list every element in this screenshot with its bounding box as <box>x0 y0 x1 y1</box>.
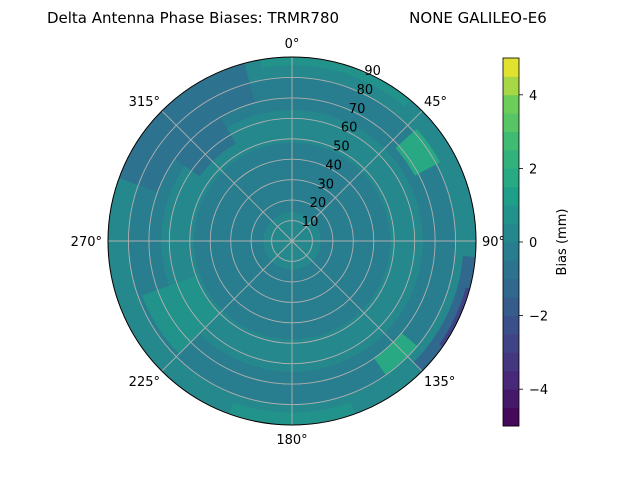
colorbar-bands <box>503 58 519 427</box>
angular-gridline-45 <box>291 110 423 242</box>
radial-tick-label: 80 <box>357 83 374 98</box>
angular-tick-label: 135° <box>424 375 455 390</box>
colorbar-band <box>503 334 519 353</box>
colorbar-band <box>503 315 519 335</box>
radial-tick-label: 90 <box>364 64 381 79</box>
angular-tick-label: 90° <box>482 235 505 250</box>
polar-grid <box>107 56 477 426</box>
radial-tick-label: 30 <box>318 177 335 192</box>
angular-tick-labels: 0° 45° 90° 135° 180° 225° 270° 315° <box>71 37 505 448</box>
colorbar-band <box>503 168 519 188</box>
chart-subtitle: NONE GALILEO-E6 <box>409 9 547 27</box>
colorbar-band <box>503 58 519 77</box>
colorbar-ticks: −4 −2 0 2 4 <box>519 89 548 398</box>
colorbar-band <box>503 260 519 280</box>
colorbar-band <box>503 242 519 261</box>
radial-tick-labels: 10 20 30 40 50 60 70 80 90 <box>302 64 381 230</box>
colorbar-band <box>503 94 519 114</box>
colorbar-band <box>503 407 519 427</box>
contour-region-north-rim-light <box>260 57 411 107</box>
contour-region-ne-green <box>395 128 441 176</box>
colorbar-band <box>503 370 519 390</box>
contour-region-nw-rim <box>119 63 255 193</box>
colorbar-band <box>503 131 519 151</box>
angular-tick-label: 315° <box>129 95 160 110</box>
contour-region-sw-light <box>142 275 220 354</box>
colorbar-tick-label: 4 <box>529 89 537 104</box>
contour-region-nw-patch <box>174 117 236 177</box>
angular-gridline-315 <box>161 110 293 242</box>
angular-tick-label: 0° <box>285 37 300 52</box>
polar-plot: 0° 45° 90° 135° 180° 225° 270° 315° 10 20 30 40 50 6… <box>71 37 505 448</box>
polar-frame <box>107 56 477 426</box>
colorbar-band <box>503 223 519 243</box>
colorbar-band <box>503 186 519 206</box>
radial-tick-label: 60 <box>341 121 358 136</box>
radial-tick-label: 10 <box>302 215 319 230</box>
colorbar-band <box>503 205 519 224</box>
angular-tick-label: 45° <box>424 95 447 110</box>
radial-tick-label: 70 <box>349 102 366 117</box>
colorbar-tick-label: 2 <box>529 162 537 177</box>
colorbar-band <box>503 150 519 169</box>
colorbar: −4 −2 0 2 4 Bias (mm) <box>502 57 570 427</box>
colorbar-label: Bias (mm) <box>555 209 570 276</box>
contour-region-se-green <box>374 332 418 375</box>
radial-tick-label: 40 <box>325 158 342 173</box>
angular-gridline-225 <box>161 240 293 372</box>
angular-tick-label: 225° <box>129 375 160 390</box>
colorbar-tick-label: −2 <box>529 310 548 325</box>
radial-tick-label: 20 <box>310 196 327 211</box>
angular-tick-label: 180° <box>276 433 307 448</box>
colorbar-band <box>503 389 519 408</box>
colorbar-band <box>503 278 519 298</box>
colorbar-tick-label: −4 <box>529 383 548 398</box>
colorbar-band <box>503 352 519 372</box>
colorbar-band <box>503 297 519 316</box>
angular-tick-label: 270° <box>71 235 102 250</box>
chart-title: Delta Antenna Phase Biases: TRMR780 <box>47 9 339 27</box>
contour-region-east-rim <box>413 255 476 372</box>
colorbar-band <box>503 113 519 132</box>
radial-tick-label: 50 <box>333 140 350 155</box>
colorbar-tick-label: 0 <box>529 236 537 251</box>
angular-gridline-135 <box>291 240 423 372</box>
colorbar-band <box>503 76 519 96</box>
contour-region-east-rim-dark <box>439 287 470 347</box>
